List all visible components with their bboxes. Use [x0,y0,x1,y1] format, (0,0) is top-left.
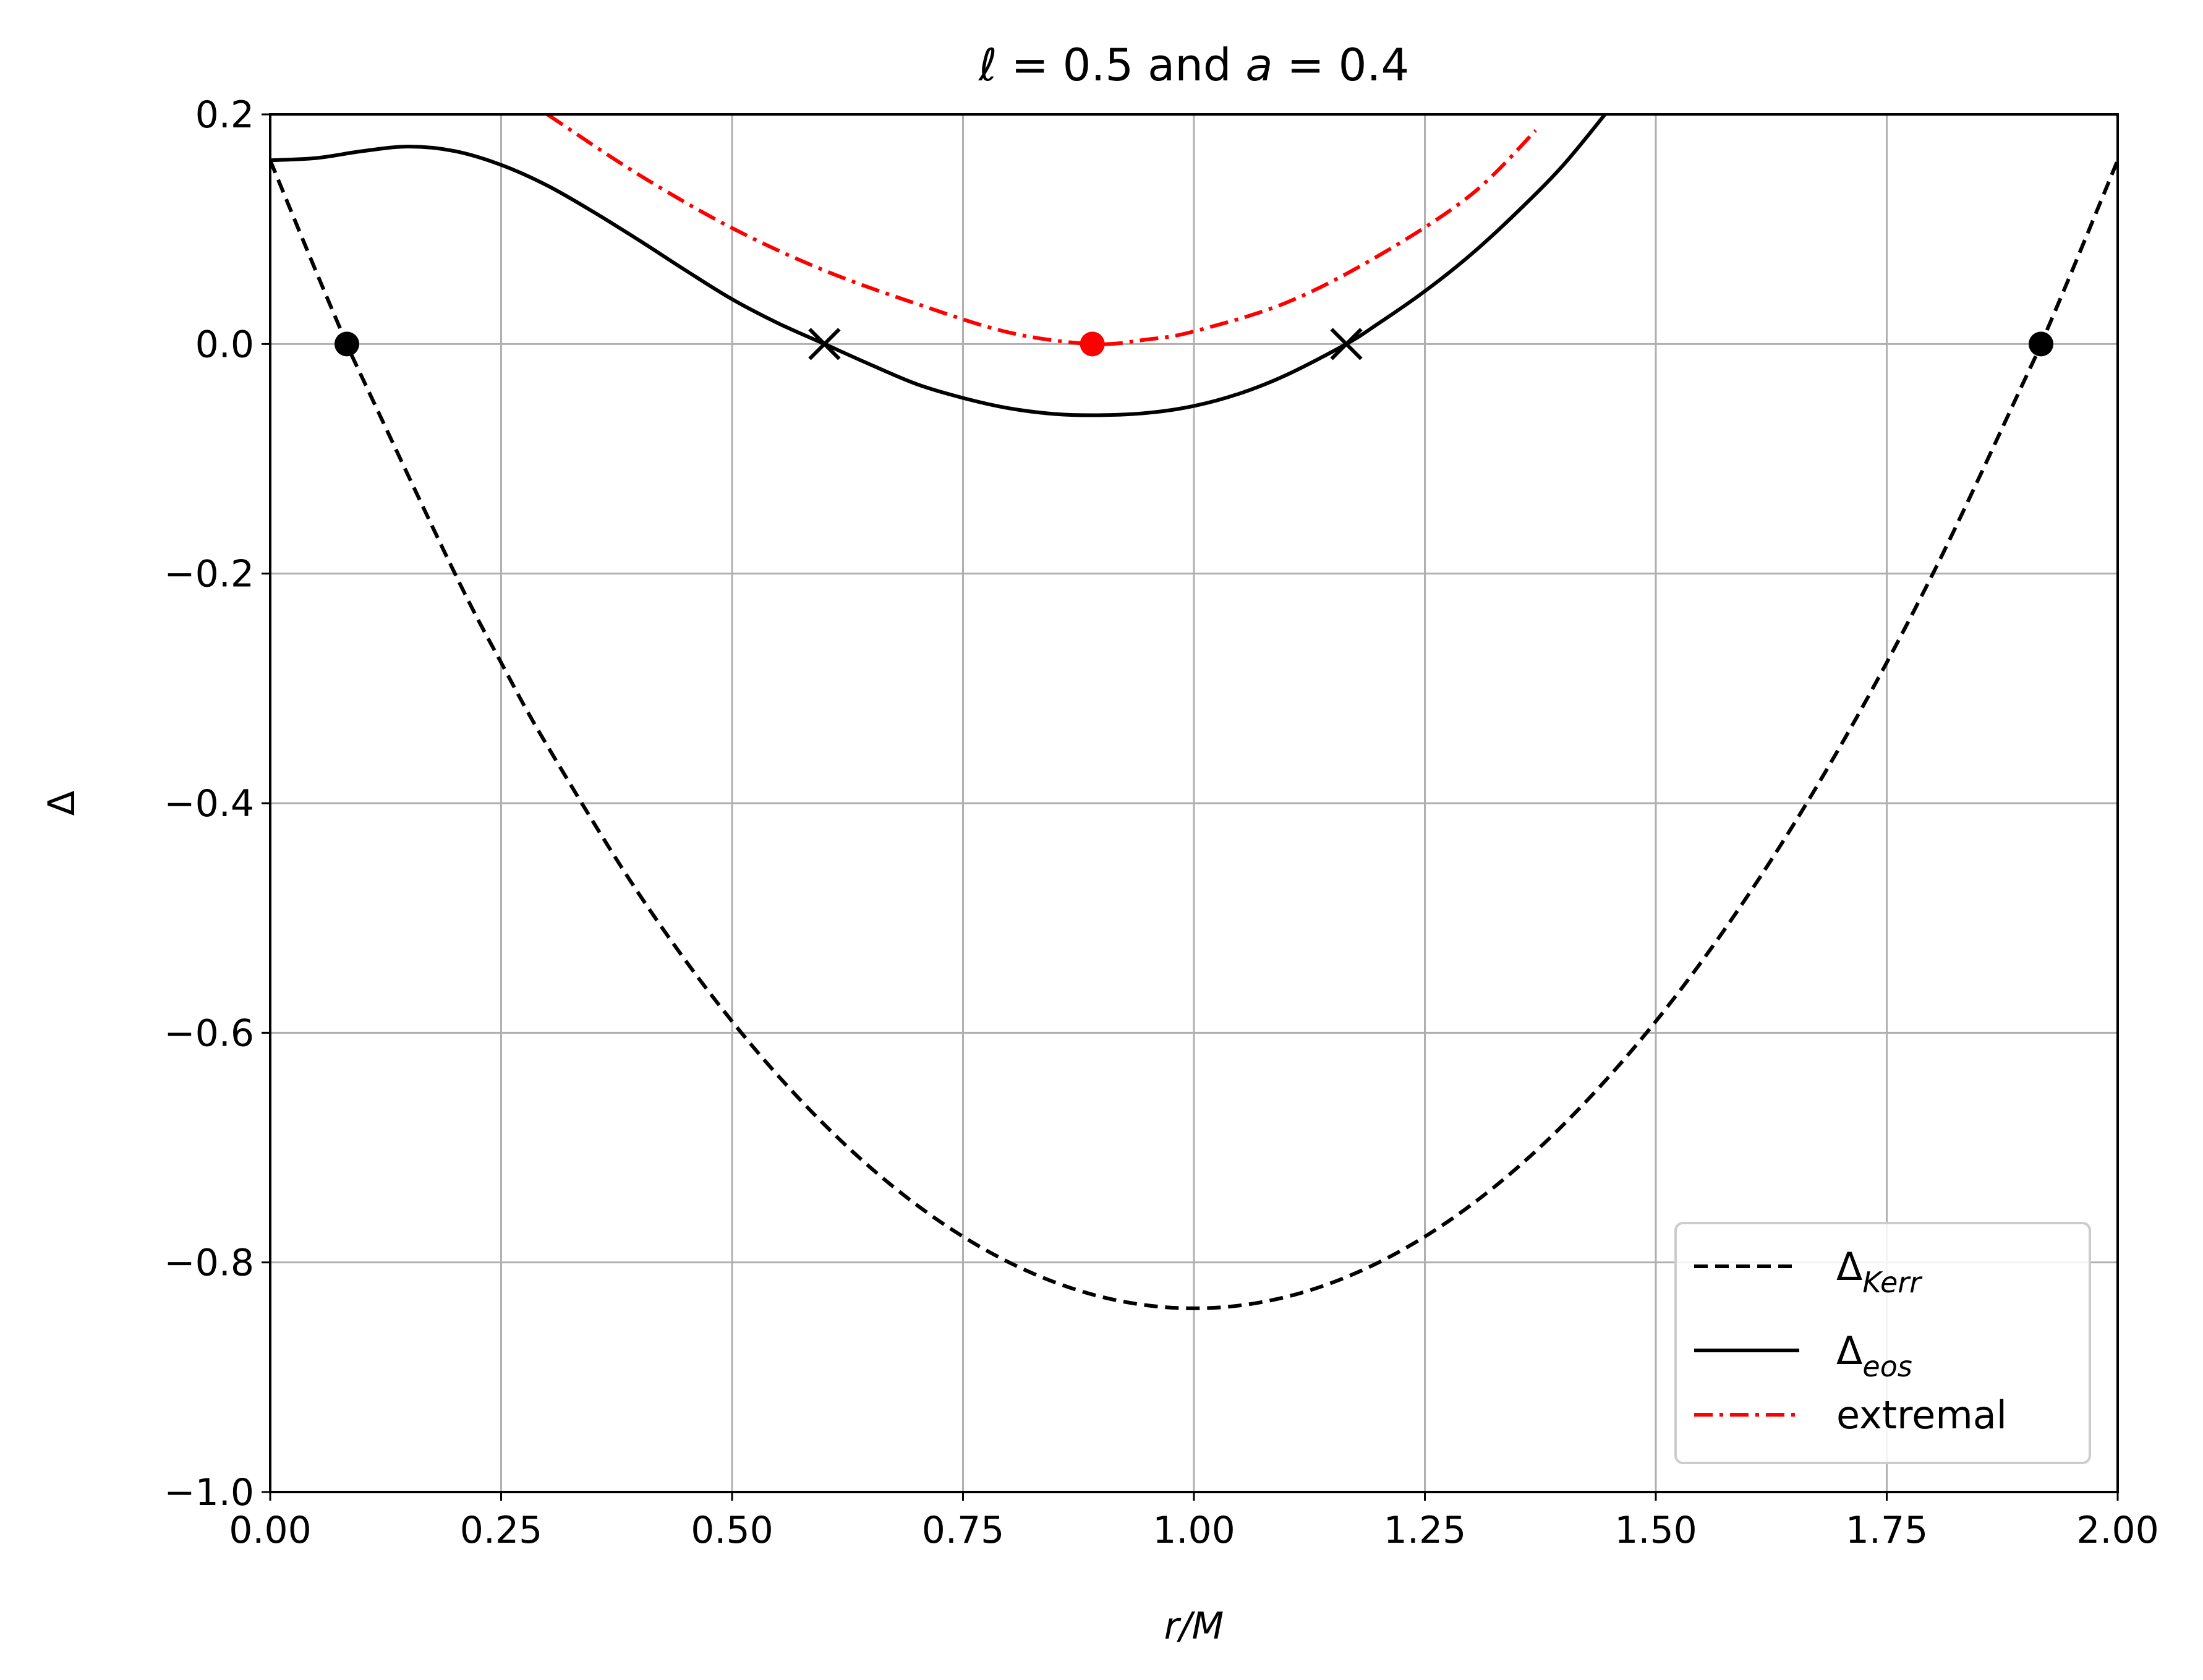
y-tick-label: −1.0 [164,1471,254,1514]
root-dot-marker [1080,331,1105,357]
y-tick-label: −0.2 [164,553,254,596]
chart-title: ℓ = 0.5 and a = 0.4 [978,39,1409,91]
y-ticks: 0.2 0.0 −0.2 −0.4 −0.6 −0.8 −1.0 [164,93,270,1514]
x-tick-label: 1.25 [1384,1509,1467,1552]
x-tick-label: 1.50 [1614,1509,1697,1552]
x-tick-label: 0.50 [691,1509,773,1552]
legend-frame [1674,1222,2091,1464]
y-tick-label: −0.6 [164,1012,254,1055]
y-tick-label: 0.2 [195,93,254,137]
root-dot-marker [2028,331,2053,357]
x-axis-label: r/M [1164,1605,1224,1648]
legend-label: Δeos [1836,1328,1912,1383]
legend-label-sub: Kerr [1862,1266,1923,1299]
title-symbol-a: a [1245,39,1272,91]
y-tick-label: 0.0 [195,323,254,366]
series-delta-kerr [270,160,2118,1310]
series-extremal [546,114,1537,346]
legend-label-base: Δ [1836,1244,1862,1289]
legend-label: extremal [1836,1392,2007,1438]
x-tick-label: 0.25 [460,1509,543,1552]
x-tick-label: 1.00 [1153,1509,1235,1552]
root-cross-marker [808,328,841,360]
root-dot-marker [334,331,360,357]
root-cross-marker [1330,328,1363,360]
y-tick-label: −0.8 [164,1242,254,1285]
title-symbol-ell: ℓ [978,39,997,91]
legend-label-base: Δ [1836,1328,1862,1373]
marker-layer [334,328,2053,360]
series-layer [270,114,2118,1310]
legend-label-sub: eos [1862,1350,1912,1383]
y-tick-label: −0.4 [164,782,254,825]
title-eq-1: = 0.5 and [997,39,1246,91]
x-tick-label: 0.75 [922,1509,1005,1552]
x-tick-label: 0.00 [229,1509,312,1552]
series-delta-eos [270,114,1608,417]
title-eq-2: = 0.4 [1273,39,1410,91]
x-tick-label: 2.00 [2076,1509,2159,1552]
x-ticks: 0.00 0.25 0.50 0.75 1.00 1.25 1.50 1.75 2.00 [229,1492,2159,1552]
x-tick-label: 1.75 [1846,1509,1928,1552]
legend-label: ΔKerr [1836,1244,1923,1299]
y-axis-label: Δ [40,790,83,816]
